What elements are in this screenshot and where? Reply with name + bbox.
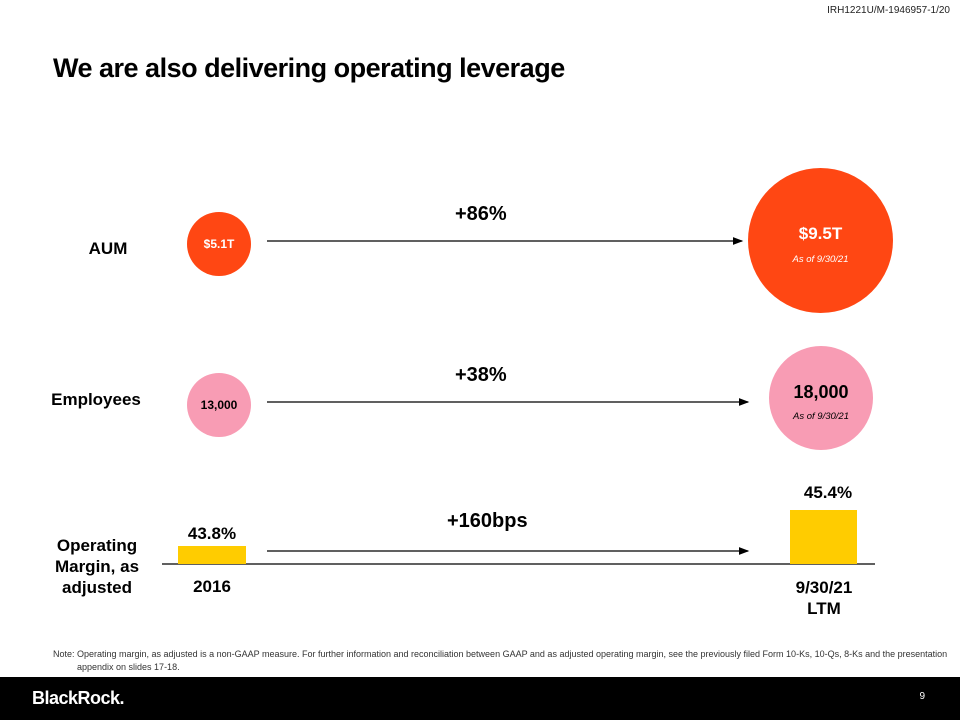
- footnote: Note: Operating margin, as adjusted is a…: [53, 649, 948, 672]
- margin-start-value: 43.8%: [187, 524, 237, 543]
- aum-end-circle: $9.5T As of 9/30/21: [748, 168, 893, 313]
- margin-label: Operating Margin, as adjusted: [54, 536, 140, 597]
- margin-end-period: 9/30/21 LTM: [795, 578, 853, 618]
- margin-end-bar: [790, 510, 857, 564]
- page-number: 9: [919, 691, 925, 702]
- aum-change: +86%: [455, 203, 507, 225]
- aum-start-value: $5.1T: [203, 237, 235, 251]
- margin-change: +160bps: [447, 510, 528, 532]
- employees-label: Employees: [51, 390, 141, 409]
- employees-start-circle: 13,000: [187, 373, 251, 437]
- document-id: IRH1221U/M-1946957-1/20: [827, 5, 950, 16]
- footer-bar: BlackRock. 9: [0, 677, 960, 720]
- aum-end-note: As of 9/30/21: [792, 254, 849, 265]
- aum-start-circle: $5.1T: [187, 212, 251, 276]
- employees-end-value: 18,000: [793, 382, 849, 402]
- margin-start-bar: [178, 546, 246, 564]
- margin-end-value: 45.4%: [803, 483, 853, 502]
- margin-start-period: 2016: [193, 577, 231, 596]
- aum-end-value: $9.5T: [798, 224, 843, 243]
- employees-end-circle: 18,000 As of 9/30/21: [769, 346, 873, 450]
- employees-end-note: As of 9/30/21: [793, 411, 849, 422]
- blackrock-logo: BlackRock.: [32, 688, 125, 708]
- aum-label: AUM: [88, 239, 128, 258]
- employees-start-value: 13,000: [200, 398, 238, 412]
- employees-change: +38%: [455, 364, 507, 386]
- slide-title: We are also delivering operating leverag…: [53, 53, 565, 83]
